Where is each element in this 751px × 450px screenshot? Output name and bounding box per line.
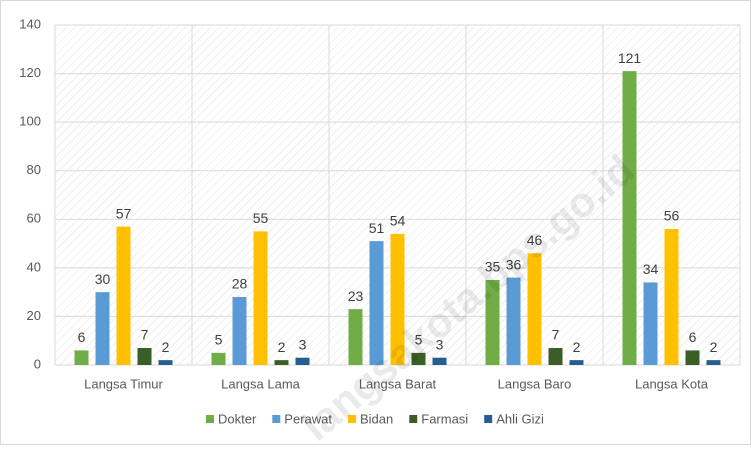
data-label: 2	[710, 339, 718, 355]
bar	[369, 241, 384, 365]
bar	[95, 292, 110, 365]
data-label: 6	[689, 329, 697, 345]
bar	[622, 71, 637, 366]
data-label: 121	[618, 50, 642, 66]
bar	[664, 229, 679, 365]
data-label: 3	[299, 336, 307, 352]
bar	[706, 360, 721, 365]
data-label: 54	[390, 213, 406, 229]
legend-swatch	[409, 415, 418, 423]
y-tick-label: 140	[19, 16, 41, 31]
data-label: 56	[664, 208, 680, 224]
bar	[569, 360, 584, 365]
data-label: 5	[415, 332, 423, 348]
data-label: 23	[348, 288, 364, 304]
bar	[485, 280, 500, 365]
bar	[137, 348, 152, 365]
bar	[274, 360, 289, 365]
data-label: 51	[369, 220, 385, 236]
x-tick-label: Langsa Kota	[635, 376, 709, 391]
y-tick-label: 80	[27, 162, 41, 177]
bar	[390, 233, 405, 365]
y-tick-label: 60	[27, 211, 41, 226]
bar	[74, 350, 89, 365]
data-label: 30	[95, 271, 111, 287]
x-tick-label: Langsa Lama	[221, 376, 301, 391]
legend-label: Ahli Gizi	[496, 411, 544, 426]
legend-swatch	[348, 415, 356, 423]
data-label: 46	[527, 232, 543, 248]
bar	[116, 226, 131, 365]
y-tick-label: 40	[27, 259, 41, 274]
y-tick-label: 120	[19, 65, 41, 80]
bar	[253, 231, 268, 365]
legend-label: Bidan	[360, 411, 393, 426]
bar	[527, 253, 542, 365]
bar	[348, 309, 363, 365]
data-label: 7	[552, 327, 560, 343]
x-tick-label: Langsa Barat	[359, 376, 437, 391]
data-label: 28	[232, 276, 248, 292]
data-label: 34	[643, 261, 659, 277]
data-label: 55	[253, 210, 269, 226]
data-label: 2	[162, 339, 170, 355]
y-tick-label: 20	[27, 308, 41, 323]
legend-label: Dokter	[218, 411, 257, 426]
bar	[411, 352, 426, 365]
data-label: 3	[436, 336, 444, 352]
y-tick-label: 0	[34, 356, 41, 371]
bar	[158, 360, 173, 365]
data-label: 7	[141, 327, 149, 343]
data-label: 2	[573, 339, 581, 355]
data-label: 5	[215, 332, 223, 348]
bar	[548, 348, 563, 365]
legend-swatch	[484, 415, 493, 423]
legend-swatch	[272, 415, 281, 423]
bar	[506, 277, 521, 365]
legend-label: Perawat	[284, 411, 332, 426]
data-label: 2	[278, 339, 286, 355]
x-tick-label: Langsa Timur	[84, 376, 163, 391]
bar	[643, 282, 658, 365]
legend-label: Farmasi	[421, 411, 468, 426]
bar	[685, 350, 700, 365]
bar	[211, 352, 226, 365]
y-tick-label: 100	[19, 114, 41, 129]
data-label: 57	[116, 205, 132, 221]
data-label: 35	[485, 259, 501, 275]
bar	[295, 357, 310, 365]
bar	[232, 297, 247, 365]
x-tick-label: Langsa Baro	[498, 376, 572, 391]
legend-swatch	[206, 415, 214, 423]
bar	[432, 357, 447, 365]
data-label: 6	[78, 329, 86, 345]
data-label: 36	[506, 256, 522, 272]
